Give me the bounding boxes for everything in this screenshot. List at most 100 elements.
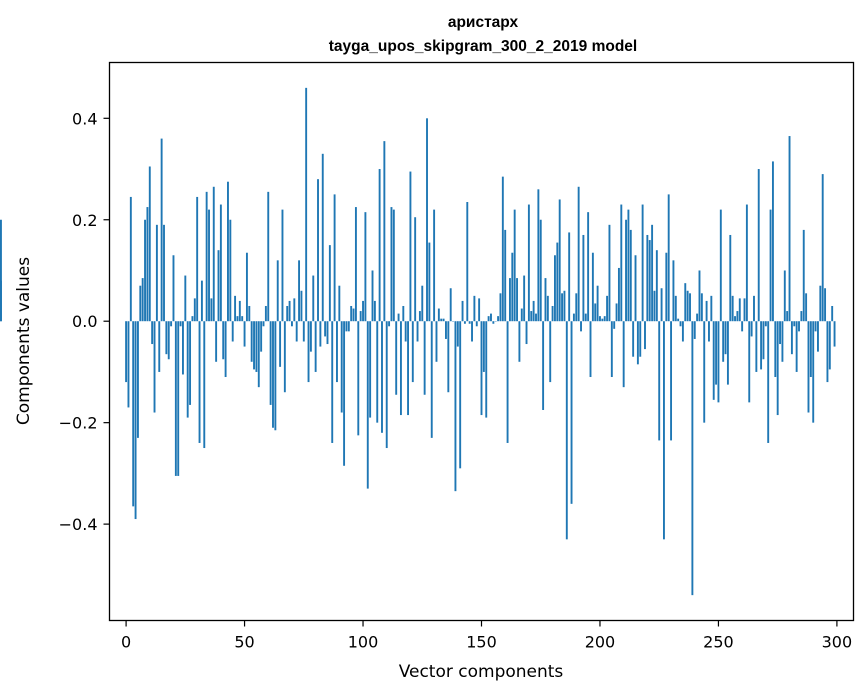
bar xyxy=(279,321,282,367)
bar xyxy=(492,321,495,324)
bar xyxy=(617,267,620,322)
bar xyxy=(260,321,263,352)
bar xyxy=(603,316,606,322)
bar xyxy=(430,321,433,438)
bar xyxy=(359,311,362,322)
bar xyxy=(340,321,343,413)
bar xyxy=(615,303,618,322)
plot-frame xyxy=(108,61,855,622)
bar xyxy=(620,204,623,322)
bar xyxy=(428,242,431,322)
bar xyxy=(508,278,511,322)
bar xyxy=(305,87,308,322)
bar xyxy=(719,209,722,322)
bar xyxy=(172,255,175,322)
bar xyxy=(708,321,710,342)
bar xyxy=(570,321,573,504)
bar xyxy=(748,321,751,403)
bar xyxy=(691,321,694,596)
bar xyxy=(722,321,725,362)
bar xyxy=(568,232,571,322)
bar xyxy=(317,179,319,322)
bar xyxy=(667,194,670,322)
bar xyxy=(447,321,450,393)
bar xyxy=(532,300,535,322)
x-tick-label: 100 xyxy=(348,633,379,652)
bar xyxy=(435,321,438,362)
bar xyxy=(558,199,561,322)
bar xyxy=(215,321,218,362)
bar xyxy=(300,290,303,322)
bar xyxy=(544,278,547,322)
bar xyxy=(473,295,476,322)
bar xyxy=(217,250,220,322)
bar xyxy=(814,321,817,332)
bar xyxy=(376,321,379,423)
bar xyxy=(546,295,549,322)
bar xyxy=(610,321,613,378)
bar xyxy=(336,321,338,383)
bar xyxy=(418,311,421,322)
bar xyxy=(497,316,500,322)
bar xyxy=(433,209,436,322)
bar xyxy=(705,300,708,322)
bar xyxy=(817,321,819,352)
bar xyxy=(824,288,827,322)
bar xyxy=(276,260,279,322)
y-tick-label: −0.2 xyxy=(59,414,98,433)
bar xyxy=(170,321,173,327)
bar xyxy=(712,321,715,400)
bar xyxy=(338,285,341,322)
bar xyxy=(189,321,192,405)
bar xyxy=(760,321,763,370)
bar xyxy=(771,161,774,322)
bar xyxy=(805,293,808,322)
bar xyxy=(698,270,701,322)
bar xyxy=(606,295,609,322)
bar xyxy=(516,278,518,322)
bar xyxy=(679,321,682,327)
y-axis-label: Components values xyxy=(14,257,34,425)
bar xyxy=(482,321,485,372)
bar xyxy=(402,305,405,322)
bar xyxy=(625,219,627,322)
bar xyxy=(295,321,298,342)
bar xyxy=(253,321,255,370)
bar xyxy=(577,186,580,322)
x-tick-label: 250 xyxy=(703,633,734,652)
bar xyxy=(599,316,601,322)
bar xyxy=(781,321,784,362)
bar xyxy=(179,321,182,327)
bar xyxy=(347,321,350,332)
bar xyxy=(731,295,734,322)
bar xyxy=(293,298,296,322)
bar xyxy=(257,321,260,388)
bar xyxy=(272,321,274,428)
bar xyxy=(594,303,597,322)
bar xyxy=(132,321,135,507)
bar xyxy=(250,321,253,362)
bar xyxy=(182,321,184,375)
bar xyxy=(174,321,177,476)
bar xyxy=(672,260,675,322)
bar xyxy=(809,321,812,378)
bar xyxy=(596,285,599,322)
bar xyxy=(231,321,234,342)
bar xyxy=(307,321,310,383)
bar xyxy=(639,321,642,357)
bar xyxy=(800,311,803,322)
bar xyxy=(383,141,386,322)
bar xyxy=(298,260,301,322)
bar xyxy=(715,321,718,385)
bar xyxy=(373,300,376,322)
bar xyxy=(575,293,578,322)
bar xyxy=(390,207,393,322)
bar xyxy=(369,321,372,418)
bar xyxy=(129,196,132,322)
bar xyxy=(158,321,161,372)
bar xyxy=(520,308,523,322)
bar xyxy=(736,311,739,322)
bar xyxy=(542,321,545,410)
bar xyxy=(264,305,267,322)
bar xyxy=(651,224,654,322)
